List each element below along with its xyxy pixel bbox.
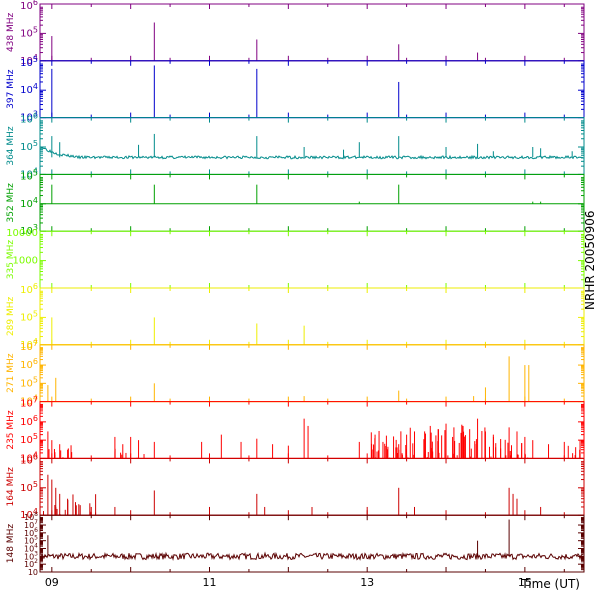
- y-tick-label-352-mhz: 105: [20, 168, 38, 182]
- y-tick-label-397-mhz: 105: [20, 55, 38, 69]
- panel-frame-335-mhz: [39, 230, 585, 289]
- panel-label-438-mhz: 438 MHz: [6, 12, 16, 52]
- trace-364-mhz: [40, 146, 584, 160]
- y-tick-label-364-mhz: 106: [20, 112, 38, 126]
- y-tick-label-148-mhz: 108: [24, 511, 38, 522]
- y-tick-label-148-mhz: 105: [24, 535, 38, 546]
- y-tick-label-235-mhz: 105: [20, 432, 38, 446]
- panel-label-335-mhz: 335 MHz: [6, 240, 16, 280]
- y-tick-label-164-mhz: 106: [20, 452, 38, 466]
- panel-label-148-mhz: 148 MHz: [6, 524, 16, 564]
- x-tick-label: 09: [45, 576, 59, 589]
- x-tick-label: 15: [518, 576, 532, 589]
- y-tick-label-397-mhz: 104: [20, 82, 38, 96]
- y-tick-label-271-mhz: 107: [20, 339, 38, 353]
- x-tick-label: 11: [203, 576, 217, 589]
- trace-148-mhz: [40, 551, 584, 562]
- y-tick-label-271-mhz: 106: [20, 357, 38, 371]
- y-tick-label-235-mhz: 107: [20, 396, 38, 410]
- panel-label-397-mhz: 397 MHz: [6, 69, 16, 109]
- y-tick-label-438-mhz: 106: [20, 0, 38, 12]
- y-tick-label-148-mhz: 103: [24, 550, 38, 561]
- panel-frame-438-mhz: [39, 3, 585, 62]
- y-tick-label-364-mhz: 105: [20, 139, 38, 153]
- y-tick-label-289-mhz: 106: [20, 282, 38, 296]
- panel-frame-397-mhz: [39, 60, 585, 119]
- station-date-label: NRHR 20050906: [583, 210, 597, 310]
- y-tick-label-148-mhz: 106: [24, 527, 38, 538]
- panel-frame-271-mhz: [39, 344, 585, 403]
- panel-frame-148-mhz: [39, 514, 585, 573]
- panel-label-364-mhz: 364 MHz: [6, 126, 16, 166]
- y-tick-label-335-mhz: 10000: [6, 228, 38, 239]
- panel-frame-235-mhz: [39, 401, 585, 459]
- y-tick-label-289-mhz: 105: [20, 309, 38, 323]
- panel-frame-352-mhz: [39, 173, 585, 232]
- panel-frame-364-mhz: [39, 117, 585, 175]
- y-tick-label-235-mhz: 106: [20, 414, 38, 428]
- y-tick-label-148-mhz: 10: [28, 568, 38, 577]
- y-tick-label-164-mhz: 105: [20, 480, 38, 494]
- panel-label-352-mhz: 352 MHz: [6, 183, 16, 223]
- y-tick-label-352-mhz: 104: [20, 196, 38, 210]
- y-tick-label-438-mhz: 105: [20, 25, 38, 39]
- panel-label-164-mhz: 164 MHz: [6, 467, 16, 507]
- panel-label-235-mhz: 235 MHz: [6, 410, 16, 450]
- x-axis-label: Time (UT): [520, 577, 580, 591]
- y-tick-label-148-mhz: 102: [24, 558, 38, 569]
- panel-label-289-mhz: 289 MHz: [6, 296, 16, 336]
- panel-frame-289-mhz: [39, 287, 585, 346]
- y-tick-label-335-mhz: 1000: [13, 256, 38, 267]
- y-tick-label-148-mhz: 107: [24, 519, 38, 530]
- panel-label-271-mhz: 271 MHz: [6, 353, 16, 393]
- y-tick-label-148-mhz: 104: [24, 543, 38, 554]
- x-tick-label: 13: [360, 576, 374, 589]
- panel-frame-164-mhz: [39, 457, 585, 516]
- y-tick-label-271-mhz: 105: [20, 375, 38, 389]
